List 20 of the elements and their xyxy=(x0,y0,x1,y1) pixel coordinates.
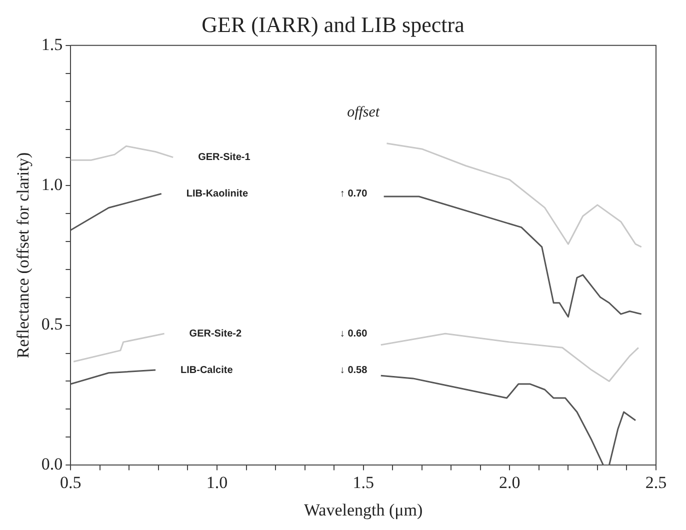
annotation: ↓ 0.58 xyxy=(340,364,368,376)
x-tick-label: 2.5 xyxy=(645,472,667,492)
text: GER-Site-1 xyxy=(198,152,251,164)
annotation: offset xyxy=(347,104,380,121)
y-tick-label: 0.5 xyxy=(41,314,63,334)
x-axis-title: Wavelength (μm) xyxy=(304,500,423,520)
chart-title: GER (IARR) and LIB spectra xyxy=(202,12,465,37)
y-tick-label: 1.5 xyxy=(41,34,63,54)
y-tick-label: 1.0 xyxy=(41,174,63,194)
annotation: ↑ 0.70 xyxy=(340,188,368,200)
x-tick-label: 1.0 xyxy=(206,472,228,492)
annotation: ↓ 0.60 xyxy=(340,328,368,340)
text: LIB-Calcite xyxy=(180,364,234,376)
text: GER-Site-2 xyxy=(189,328,242,340)
x-tick-label: 1.5 xyxy=(352,472,374,492)
text: LIB-Kaolinite xyxy=(186,188,248,200)
y-axis-title: Reflectance (offset for clarity) xyxy=(14,152,33,358)
x-tick-label: 2.0 xyxy=(499,472,520,492)
x-tick-label: 0.5 xyxy=(60,472,82,492)
y-tick-label: 0.0 xyxy=(41,454,63,474)
